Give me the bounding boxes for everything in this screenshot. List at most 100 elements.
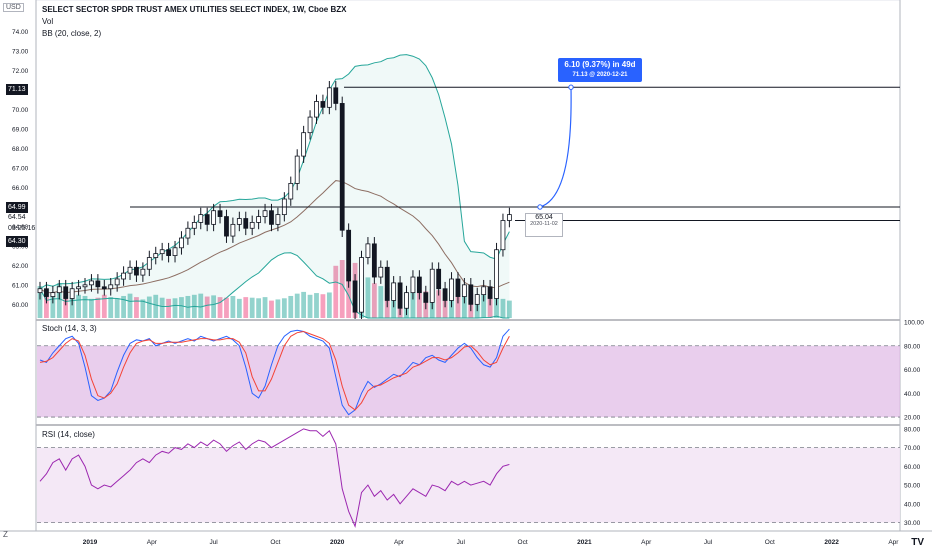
volume-bar [378,286,384,318]
rsi-axis-tick: 40.00 [904,501,921,508]
candle-down [455,278,461,297]
candle-up [461,284,467,297]
candle-up [50,292,56,297]
volume-bar [487,295,493,318]
volume-bar [217,297,223,318]
candle-down [416,276,422,294]
volume-bar [339,260,345,318]
volume-bar [249,297,255,318]
rsi-line [39,428,510,528]
point-label: 65.04 2020-11-02 [525,213,563,237]
volume-bar [410,289,416,318]
candle-up [108,284,114,290]
candle-down [95,280,101,288]
volume-bar [346,268,352,318]
projection-curve [539,87,572,208]
volume-bar [275,299,281,318]
point-label-value: 65.04 [535,214,553,221]
chart-legend: SELECT SECTOR SPDR TRUST AMEX UTILITIES … [42,4,346,40]
volume-bar [76,294,81,318]
candle-up [474,294,480,305]
price-axis-tick: 67.00 [12,165,29,172]
time-axis-tick: Oct [270,539,280,546]
candle-up [230,223,236,237]
price-axis-tick: 64.00 [12,224,29,231]
candle-up [262,210,268,217]
candle-down [320,101,326,108]
volume-bar [262,297,268,318]
volume-bar [461,291,467,318]
time-axis-tick: Jul [209,539,218,546]
candle-down [63,286,69,299]
candle-down [384,266,390,301]
candle-down [224,216,229,237]
candle-up [314,101,319,118]
volume-bar [44,291,49,318]
projection-annotation[interactable]: 6.10 (9.37%) in 49d 71.13 @ 2020-12-21 [558,58,642,82]
candle-up [89,280,94,286]
volume-bar [50,295,56,318]
stoch-pane-label[interactable]: Stoch (14, 3, 3) [42,324,97,333]
candle-down [269,210,274,225]
volume-legend[interactable]: Vol [42,17,54,26]
candle-up [429,268,435,303]
volume-bar [481,293,487,318]
volume-bar [108,297,114,318]
volume-bar [301,291,307,318]
candle-down [101,286,107,290]
time-axis-tick: Oct [518,539,528,546]
volume-bar [95,297,101,318]
volume-bar [166,298,171,318]
candle-up [76,286,81,290]
candle-up [159,249,165,255]
stoch-d-line [39,330,510,411]
volume-bar [198,293,204,318]
candle-up [198,214,204,223]
volume-bar [294,293,300,318]
rsi-axis-tick: 70.00 [904,445,921,452]
candle-up [211,210,217,225]
bollinger-basis [39,180,510,294]
candle-down [44,288,49,297]
currency-badge[interactable]: USD [3,3,24,12]
zoom-reset-button[interactable]: Z [3,530,8,539]
volume-bar [314,293,319,318]
time-axis-tick: Apr [147,539,158,546]
volume-bar [230,295,236,318]
candle-up [500,220,506,251]
candle-up [140,268,146,276]
price-axis-tick: 69.00 [12,126,29,133]
price-tag-71: 71.13 [6,84,28,95]
candle-up [191,222,197,229]
volume-bar [416,290,422,318]
stoch-axis-tick: 60.00 [904,367,921,374]
candle-up [82,284,88,288]
candle-up [146,257,152,270]
candle-up [249,222,255,229]
candle-up [127,266,133,274]
candle-up [121,272,126,280]
candle-up [410,276,416,294]
volume-bar [326,292,332,318]
price-axis-tick: 73.00 [12,48,29,55]
candle-up [294,155,300,184]
rsi-pane-label[interactable]: RSI (14, close) [42,430,95,439]
volume-bar [371,283,377,318]
candle-up [256,216,262,223]
candle-up [37,288,43,294]
stoch-k-line [39,328,510,416]
candle-down [243,218,249,229]
volume-bar [333,265,339,318]
volume-bar [127,293,133,318]
volume-bar [320,294,326,318]
volume-bar [37,286,43,318]
volume-bar [134,297,139,318]
candle-down [442,288,448,301]
candle-up [449,278,454,301]
candle-down [339,103,345,231]
volume-bar [140,299,146,318]
volume-bar [172,298,178,318]
price-tag-6499: 64.99 [6,202,28,213]
bollinger-legend[interactable]: BB (20, close, 2) [42,29,102,38]
